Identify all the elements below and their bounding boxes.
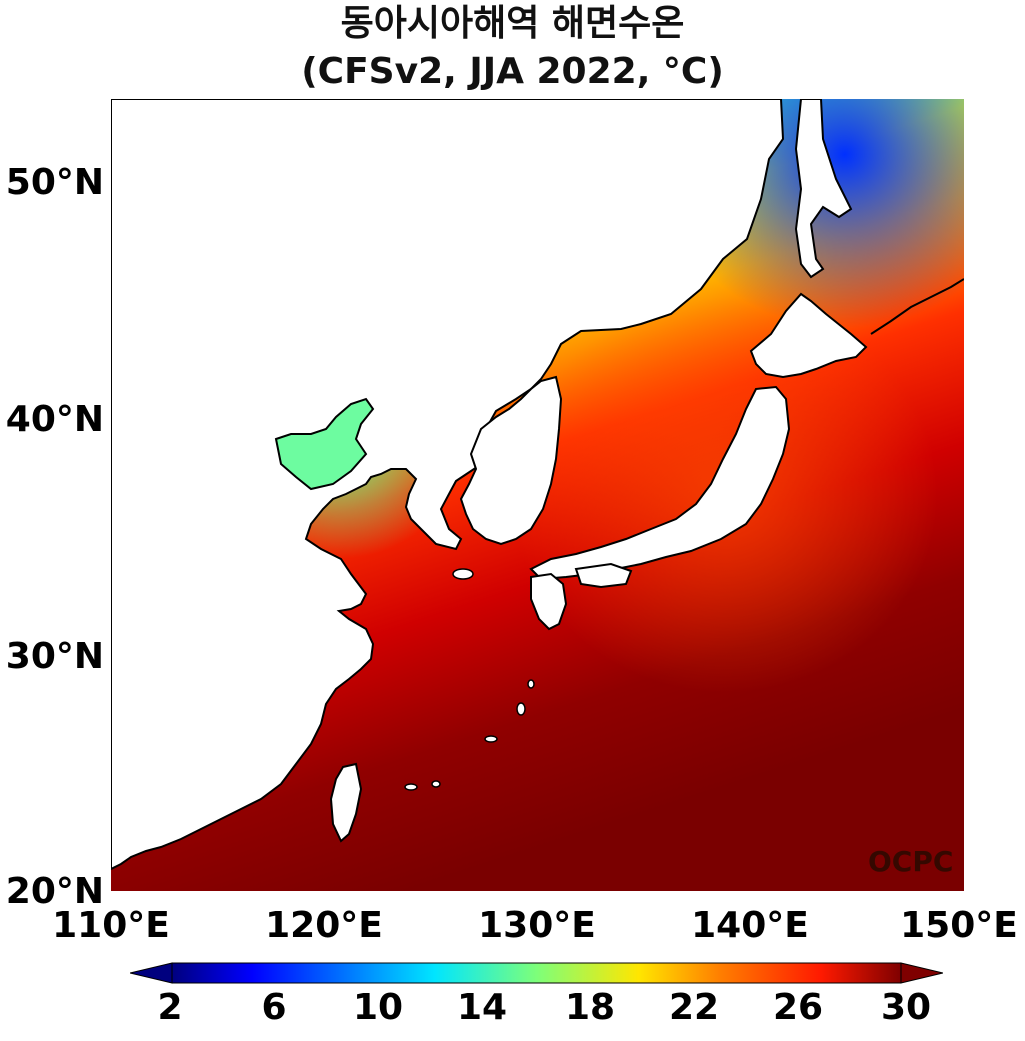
lon-label-130e: 130°E <box>478 905 596 946</box>
colorbar-tick-26: 26 <box>772 987 824 1028</box>
kyushu <box>530 572 568 631</box>
ryukyu-islands <box>404 679 535 791</box>
lat-label-40n: 40°N <box>5 399 104 440</box>
sakhalin <box>794 99 853 279</box>
lat-label-30n: 30°N <box>5 636 104 677</box>
colorbar-extend-high <box>900 962 943 984</box>
honshu <box>529 385 791 581</box>
ocpc-credit: OCPC <box>868 845 954 878</box>
lon-label-140e: 140°E <box>691 905 809 946</box>
korean-peninsula <box>459 375 563 546</box>
jeju-island <box>452 568 474 580</box>
kuril-islands <box>870 278 964 335</box>
map-title: 동아시아해역 해면수온 <box>340 3 685 44</box>
colorbar-extend-low <box>130 962 173 984</box>
colorbar <box>130 962 943 984</box>
hokkaido <box>749 292 868 379</box>
lon-label-110e: 110°E <box>52 905 170 946</box>
lat-label-20n: 20°N <box>5 871 104 912</box>
shikoku <box>574 562 633 589</box>
colorbar-tick-30: 30 <box>880 987 932 1028</box>
colorbar-tick-18: 18 <box>564 987 616 1028</box>
colorbar-tick-22: 22 <box>668 987 720 1028</box>
colorbar-tick-10: 10 <box>352 987 404 1028</box>
colorbar-body <box>171 962 902 984</box>
taiwan <box>329 762 363 843</box>
colorbar-tick-2: 2 <box>157 987 183 1028</box>
colorbar-tick-14: 14 <box>456 987 508 1028</box>
lon-label-150e: 150°E <box>900 905 1018 946</box>
bohai-sea <box>274 397 375 491</box>
colorbar-tick-6: 6 <box>261 987 287 1028</box>
asia-mainland <box>111 99 785 871</box>
lon-label-120e: 120°E <box>265 905 383 946</box>
map-subtitle: (CFSv2, JJA 2022, °C) <box>301 51 724 92</box>
lat-label-50n: 50°N <box>5 162 104 203</box>
sst-map <box>111 99 964 891</box>
